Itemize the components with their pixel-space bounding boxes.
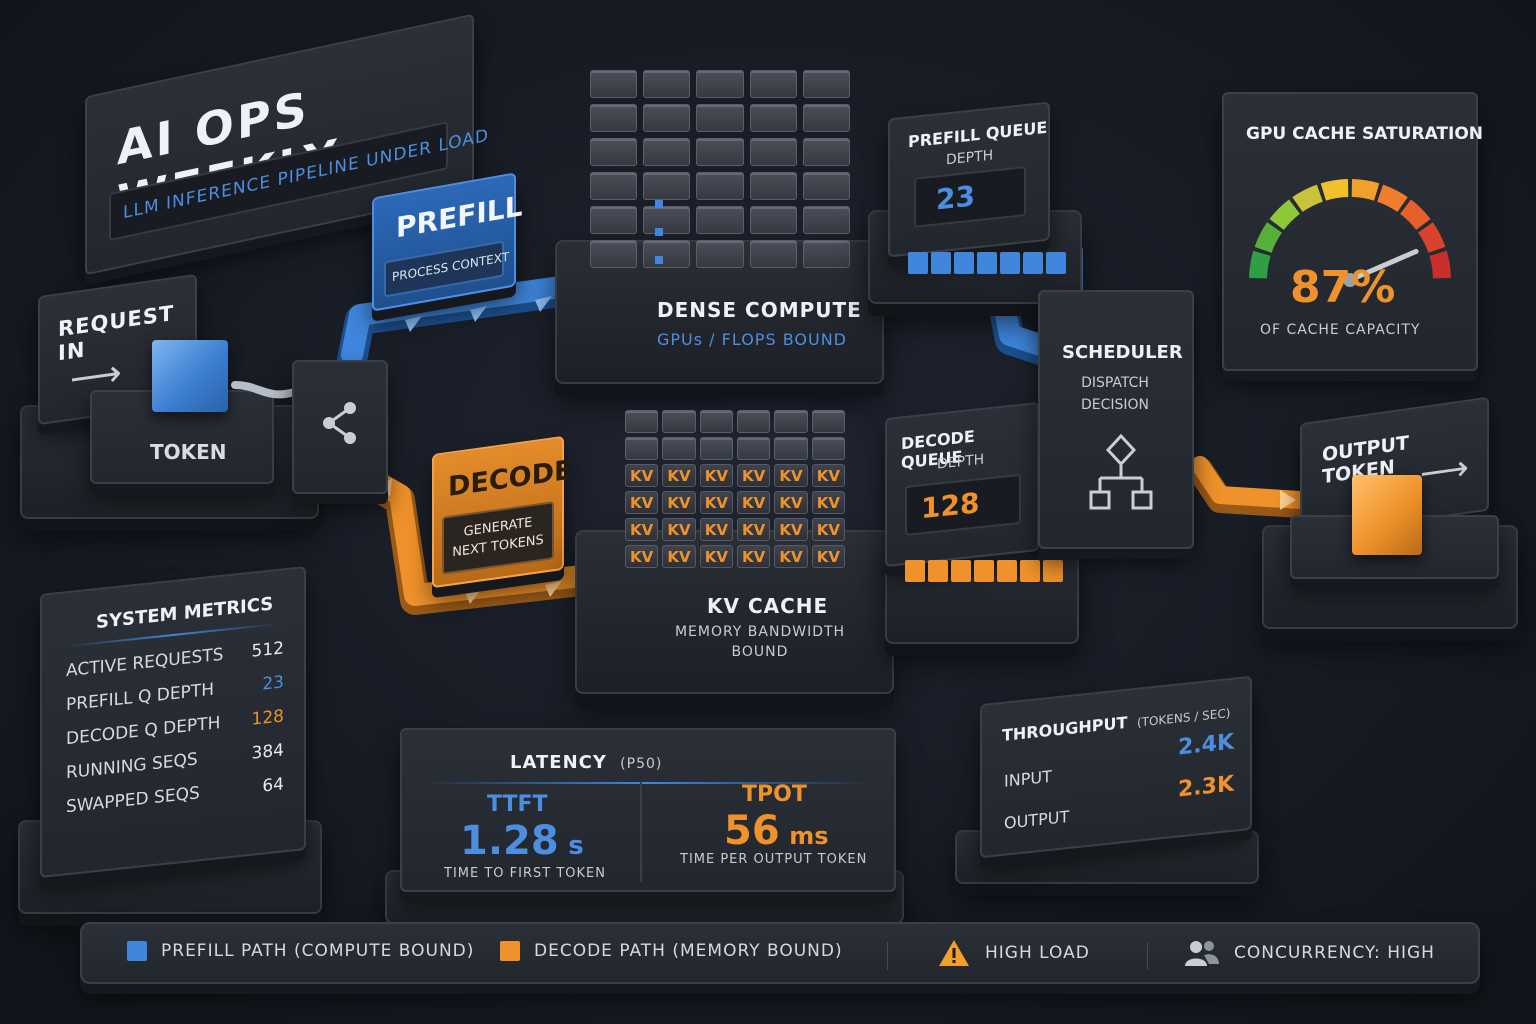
throughput-output-label: OUTPUT [1004, 806, 1070, 833]
decode-arrowheads [378, 478, 1296, 604]
gpu-cache-gauge [1249, 179, 1451, 287]
latency-panel: LATENCY (P50) TTFT 1.28 s TIME TO FIRST … [400, 728, 896, 892]
system-metrics-list: ACTIVE REQUESTS 512 PREFILL Q DEPTH 23 D… [66, 638, 284, 831]
gpu-cache-caption: OF CACHE CAPACITY [1260, 322, 1421, 338]
kv-cache-label: KV CACHE [707, 594, 829, 618]
ttft-value: 1.28 [460, 818, 559, 864]
tpot-value-row: 56 ms [724, 808, 829, 854]
tpot-caption: TIME PER OUTPUT TOKEN [680, 852, 868, 867]
prefill-label: PREFILL [396, 189, 523, 245]
output-token-cube [1352, 475, 1422, 555]
latency-underline [422, 782, 872, 784]
gpu-leds [655, 200, 663, 264]
prefill-queue-panel: PREFILL QUEUE DEPTH 23 [888, 101, 1050, 258]
gauge-segment [1417, 222, 1446, 254]
dense-compute-label: DENSE COMPUTE [657, 298, 862, 322]
legend-decode: DECODE PATH (MEMORY BOUND) [500, 941, 843, 961]
throughput-input-value: 2.4K [1178, 729, 1235, 761]
gpu-cache-panel: GPU CACHE SATURATION 87% OF CACHE CAPACI… [1222, 92, 1483, 371]
decode-label: DECODE [448, 454, 573, 504]
gpu-cache-value: 87% [1290, 262, 1396, 313]
legend-prefill: PREFILL PATH (COMPUTE BOUND) [127, 941, 474, 961]
gauge-segment [1320, 179, 1349, 201]
tpot-label: TPOT [742, 782, 807, 807]
legend-divider [887, 942, 888, 970]
input-token-cube [152, 340, 228, 412]
decode-queue-sub: DEPTH [937, 451, 985, 473]
decode-queue-panel: DECODE QUEUE DEPTH 128 [885, 401, 1039, 568]
gauge-segment [1399, 199, 1431, 231]
gpu-cache-title: GPU CACHE SATURATION [1246, 124, 1484, 144]
gauge-arc [1249, 179, 1451, 279]
prefill-queue-sub: DEPTH [946, 147, 994, 169]
prefill-swatch [127, 941, 147, 961]
decode-sub: GENERATE NEXT TOKENS [452, 515, 544, 561]
gauge-needle [1347, 248, 1419, 283]
gauge-segment [1254, 222, 1283, 254]
share-icon [323, 402, 356, 444]
throughput-title: THROUGHPUT [1002, 712, 1128, 745]
latency-title-row: LATENCY (P50) [510, 752, 662, 773]
scheduler-sub: DISPATCH DECISION [1080, 375, 1150, 413]
prefill-queue-bar [908, 252, 1069, 278]
gauge-segment [1429, 250, 1451, 279]
output-arrow-right-icon: ⟶ [1420, 447, 1469, 495]
decode-sign: DECODE GENERATE NEXT TOKENS [432, 435, 572, 589]
dense-compute-sub: GPUs / FLOPS BOUND [657, 330, 847, 349]
decode-queue-value: 128 [921, 486, 980, 526]
gauge-segment [1249, 250, 1271, 279]
ttft-value-row: 1.28 s [460, 818, 584, 864]
legend-high-load: HIGH LOAD [937, 938, 1090, 968]
prefill-queue-display: 23 [914, 166, 1026, 228]
prefill-queue-value: 23 [936, 179, 975, 217]
gauge-segment [1269, 199, 1301, 231]
cable [231, 381, 299, 399]
throughput-output-value: 2.3K [1178, 771, 1235, 803]
warning-icon [939, 940, 969, 966]
decode-swatch [500, 941, 520, 961]
throughput-panel: THROUGHPUT (TOKENS / SEC) INPUT 2.4K OUT… [980, 675, 1252, 859]
gauge-segment [1292, 184, 1324, 213]
ttft-unit: s [568, 831, 584, 861]
flowchart-icon [1089, 433, 1153, 510]
router-node [292, 360, 388, 494]
throughput-qualifier: (TOKENS / SEC) [1136, 705, 1231, 730]
legend-concurrency: CONCURRENCY: HIGH [1184, 938, 1435, 968]
gauge-segment [1376, 184, 1408, 213]
ttft-caption: TIME TO FIRST TOKEN [444, 866, 606, 881]
decode-sub-box: GENERATE NEXT TOKENS [442, 501, 554, 575]
gpu-rack [590, 70, 850, 268]
prefill-arrowheads [405, 296, 552, 332]
latency-divider [640, 782, 642, 882]
throughput-input-label: INPUT [1004, 766, 1052, 791]
legend-divider [1147, 942, 1148, 970]
tpot-value: 56 [724, 808, 780, 854]
ttft-label: TTFT [487, 792, 548, 817]
users-icon [1185, 941, 1219, 966]
latency-title: LATENCY [510, 752, 607, 773]
latency-qualifier: (P50) [620, 756, 663, 772]
tpot-unit: ms [789, 822, 829, 850]
scheduler-label: SCHEDULER [1062, 342, 1183, 363]
decode-queue-display: 128 [905, 473, 1021, 536]
gauge-segment [1351, 179, 1380, 201]
scheduler-tower: SCHEDULER DISPATCH DECISION [1038, 290, 1194, 549]
metric-row: SWAPPED SEQS 64 [66, 774, 284, 818]
decode-queue-bar [905, 560, 1066, 586]
kv-cache-sub: MEMORY BANDWIDTH BOUND [674, 624, 846, 660]
legend-bar: PREFILL PATH (COMPUTE BOUND) DECODE PATH… [80, 922, 1480, 984]
prefill-queue-label: PREFILL QUEUE [908, 117, 1048, 152]
system-metrics-panel: SYSTEM METRICS ACTIVE REQUESTS 512 PREFI… [40, 566, 306, 878]
prefill-sub: PROCESS CONTEXT [392, 249, 510, 285]
prefill-sub-box: PROCESS CONTEXT [384, 240, 509, 298]
kv-grid: KV KV KV KV KV KV KV KV KV KV KV KV KV KV KV KV KV KV K… [625, 410, 845, 568]
token-label: TOKEN [150, 440, 227, 464]
